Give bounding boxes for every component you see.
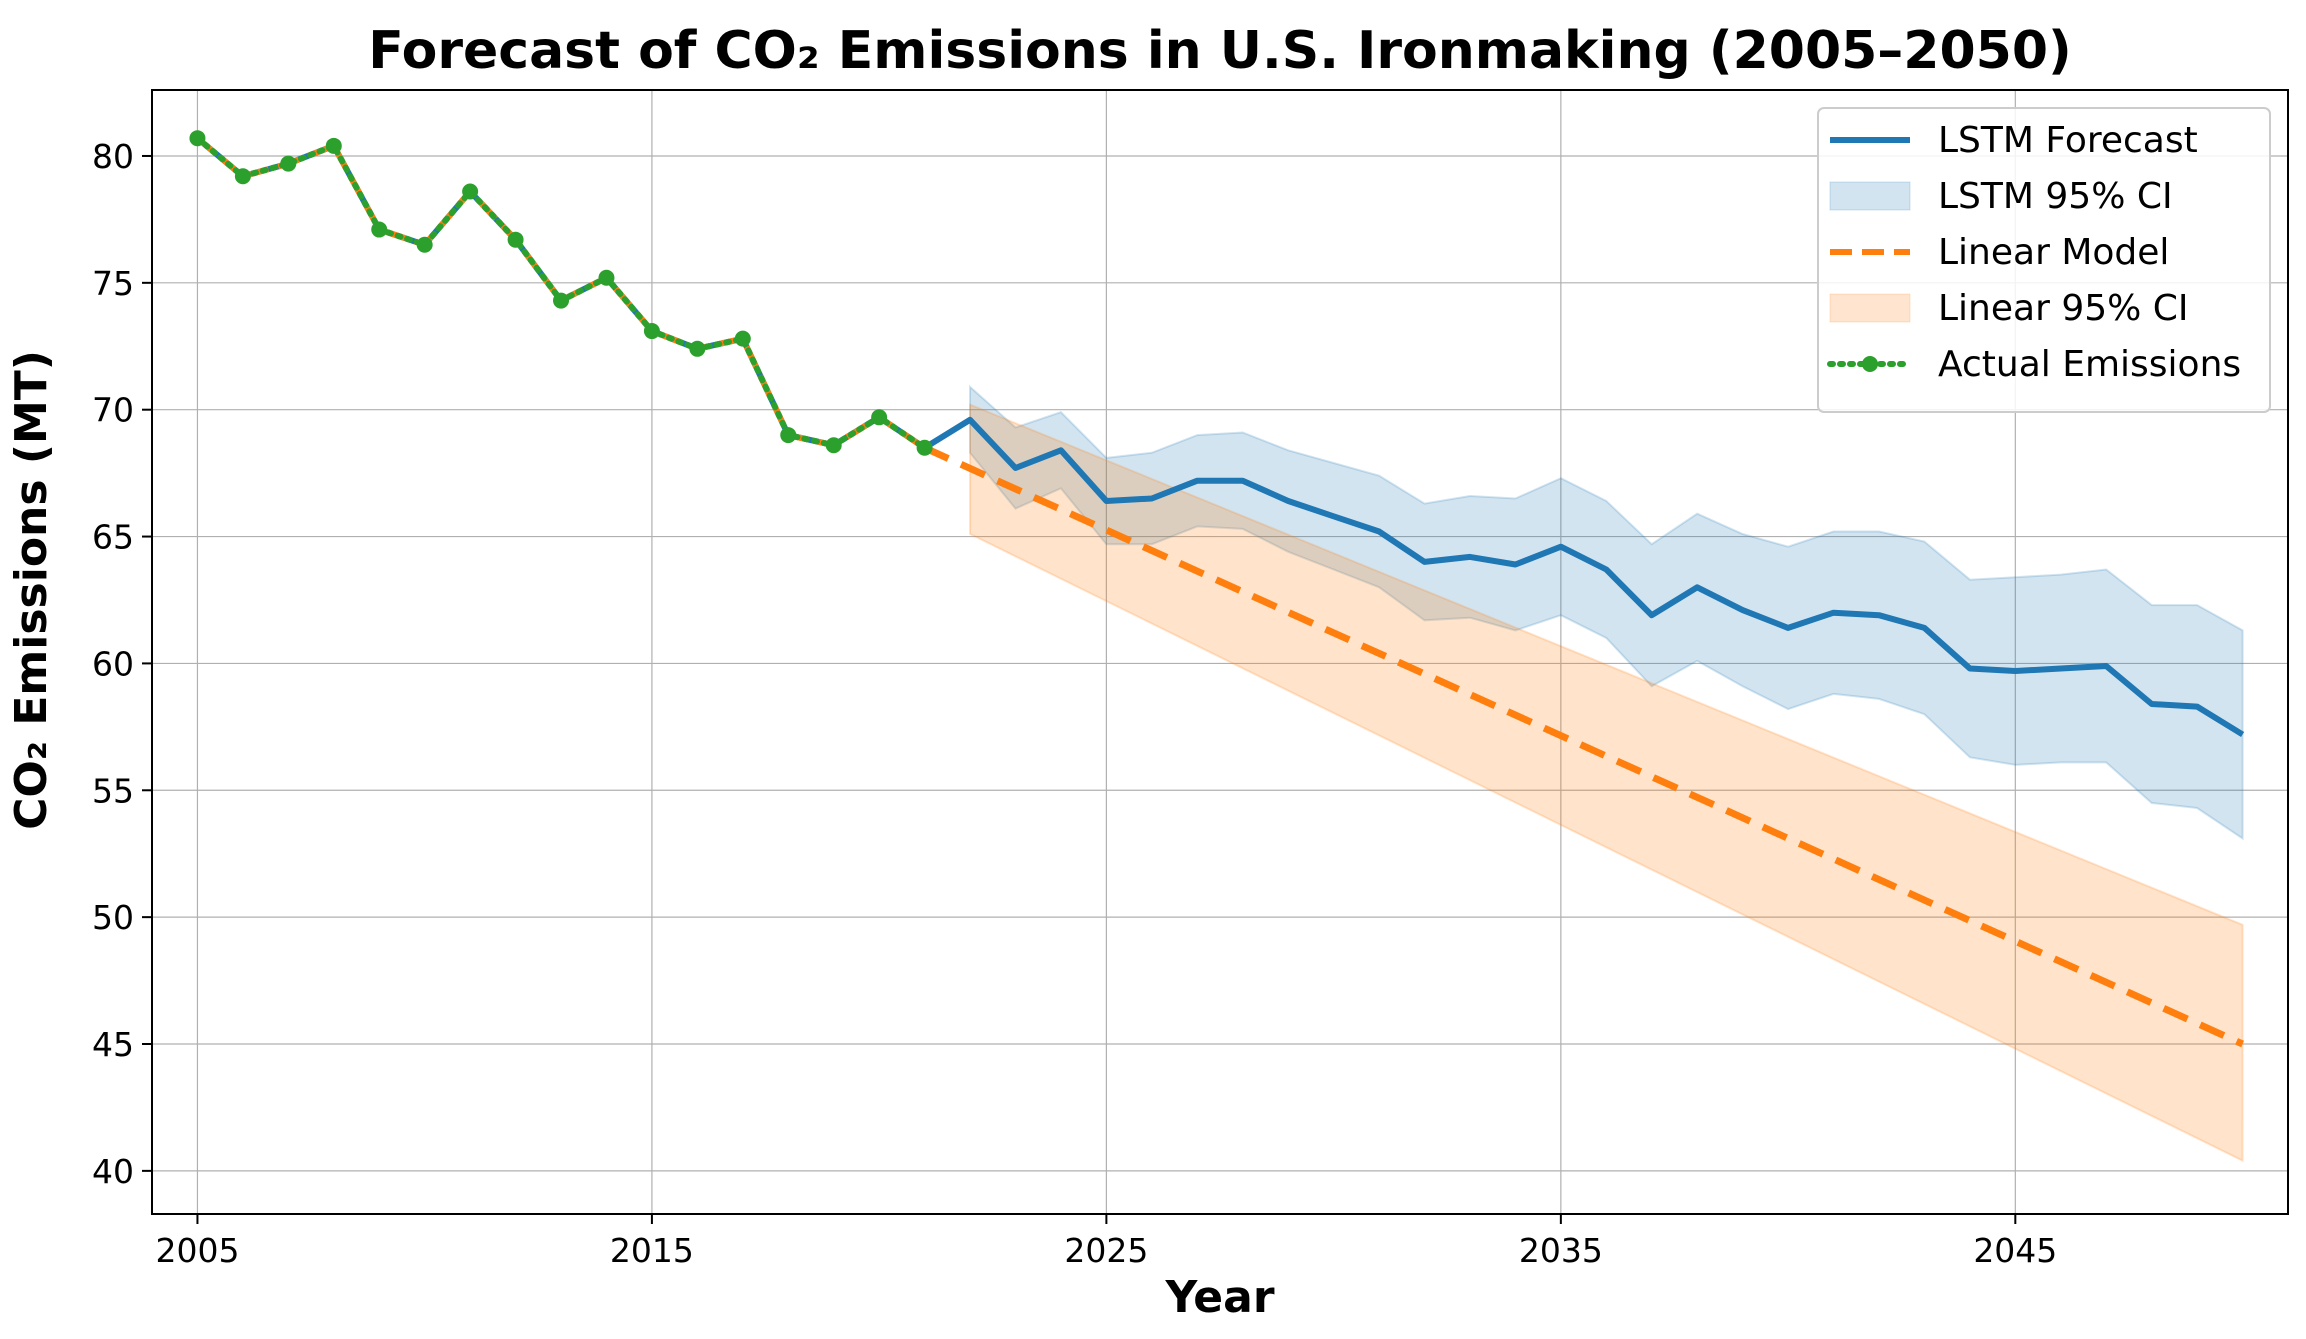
grid-lines xyxy=(152,90,2288,1214)
y-axis-ticks: 40 45 50 55 60 65 70 75 80 xyxy=(92,137,152,1191)
actual-emissions-point xyxy=(734,330,751,347)
actual-emissions-point xyxy=(416,236,433,253)
actual-emissions-point xyxy=(371,221,388,238)
actual-emissions-point xyxy=(871,409,888,426)
actual-emissions-point xyxy=(689,340,706,357)
y-tick-label: 80 xyxy=(92,137,134,176)
chart-title: Forecast of CO₂ Emissions in U.S. Ironma… xyxy=(368,21,2072,81)
lstm-forecast-line xyxy=(923,416,2245,738)
data-markers xyxy=(189,130,933,456)
plot-frame xyxy=(151,89,2289,1215)
actual-emissions-point xyxy=(598,269,615,286)
actual-emissions-point xyxy=(189,130,206,147)
actual-emissions-point xyxy=(553,292,570,309)
legend-label: LSTM Forecast xyxy=(1938,120,2198,161)
x-tick-label: 2035 xyxy=(1519,1231,1603,1270)
y-tick-label: 50 xyxy=(92,898,134,937)
y-axis-title: CO₂ Emissions (MT) xyxy=(6,350,57,830)
x-tick-label: 2015 xyxy=(610,1231,694,1270)
x-axis-ticks: 2005 2015 2025 2035 2045 xyxy=(155,1214,2057,1270)
legend-swatch-band xyxy=(1829,293,1911,323)
actual-emissions-point xyxy=(916,439,933,456)
legend-label: Actual Emissions xyxy=(1938,344,2241,385)
actual-emissions-point xyxy=(280,155,297,172)
x-tick-label: 2005 xyxy=(155,1231,239,1270)
y-tick-label: 65 xyxy=(92,518,134,557)
legend-swatch-marker xyxy=(1862,356,1878,372)
x-tick-label: 2045 xyxy=(1973,1231,2057,1270)
y-tick-label: 55 xyxy=(92,771,134,810)
actual-emissions-point xyxy=(462,183,479,200)
y-tick-label: 40 xyxy=(92,1152,134,1191)
legend-label: Linear 95% CI xyxy=(1938,288,2189,329)
actual-emissions-point xyxy=(507,231,524,248)
legend-box xyxy=(1817,107,2271,413)
x-tick-label: 2025 xyxy=(1064,1231,1148,1270)
y-tick-label: 45 xyxy=(92,1025,134,1064)
y-tick-label: 70 xyxy=(92,391,134,430)
actual-emissions-point xyxy=(325,137,342,154)
linear-model-line xyxy=(923,444,2245,1048)
legend-label: LSTM 95% CI xyxy=(1938,176,2173,217)
actual-emissions-point xyxy=(643,323,660,340)
x-axis-title: Year xyxy=(1164,1272,1274,1323)
actual-emissions-point xyxy=(780,427,797,444)
y-tick-label: 60 xyxy=(92,644,134,683)
linear-ci-band xyxy=(969,403,2244,1163)
legend-label: Linear Model xyxy=(1938,232,2169,273)
legend: LSTM Forecast LSTM 95% CI Linear Model Line… xyxy=(1817,107,2271,413)
actual-emissions-point xyxy=(234,168,251,185)
y-tick-label: 75 xyxy=(92,264,134,303)
legend-swatch-band xyxy=(1829,181,1911,211)
actual-emissions-point xyxy=(825,437,842,454)
